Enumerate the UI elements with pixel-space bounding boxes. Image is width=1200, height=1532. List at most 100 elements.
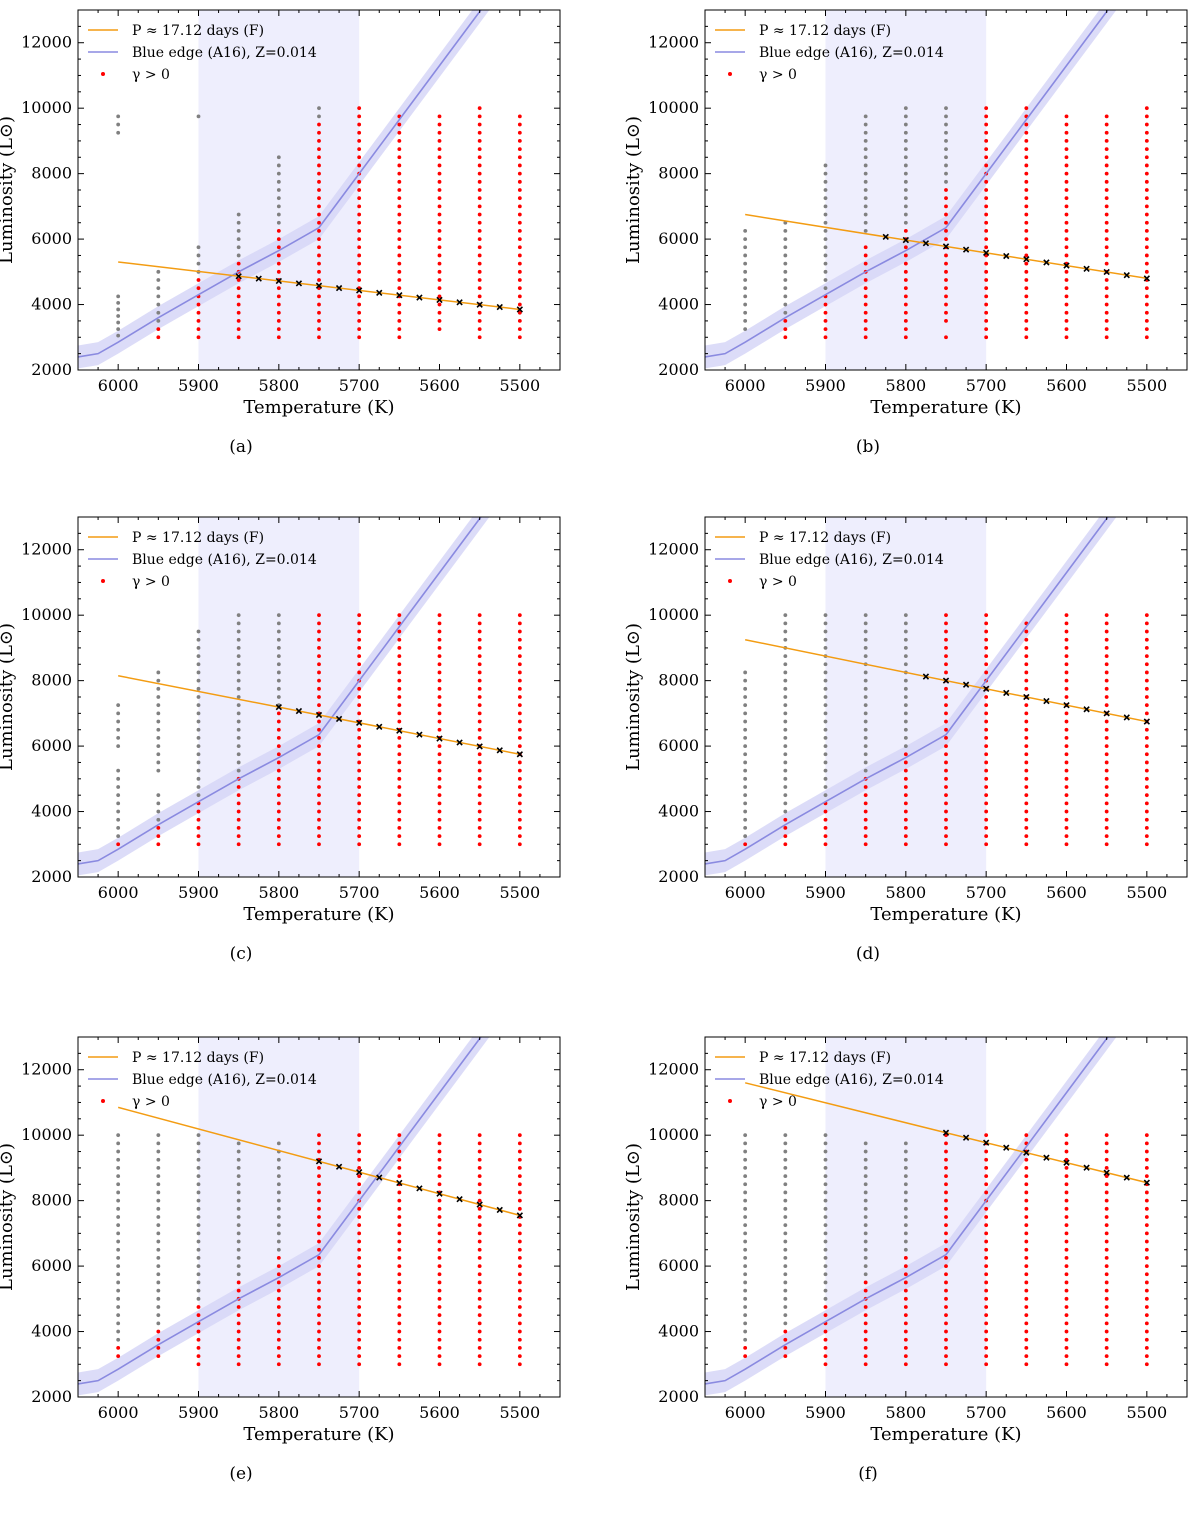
stable-model-point <box>783 1272 788 1277</box>
stable-model-point <box>823 171 828 176</box>
unstable-model-point <box>1064 613 1069 618</box>
stable-model-point <box>783 1206 788 1211</box>
unstable-model-point <box>1104 826 1109 830</box>
unstable-model-point <box>357 302 362 307</box>
stable-model-point <box>236 621 241 626</box>
stable-model-point <box>823 686 828 691</box>
unstable-model-point <box>863 1362 868 1367</box>
unstable-model-point <box>517 122 522 127</box>
unstable-model-point <box>944 662 948 667</box>
unstable-model-point <box>437 637 442 642</box>
unstable-model-point <box>1024 736 1029 740</box>
stable-model-point <box>116 301 121 305</box>
unstable-model-point <box>357 1305 362 1309</box>
unstable-model-point <box>276 1329 281 1334</box>
stable-model-point <box>863 670 868 675</box>
axis-ticks <box>704 1036 1188 1398</box>
unstable-model-point <box>944 727 948 732</box>
computed-model-cross <box>942 243 950 250</box>
unstable-model-point <box>276 269 281 274</box>
stable-model-point <box>743 1239 748 1244</box>
unstable-model-point <box>317 695 321 699</box>
unstable-model-point <box>196 1346 201 1350</box>
stable-model-point <box>116 1157 121 1162</box>
unstable-model-point <box>196 302 201 307</box>
unstable-model-point <box>984 736 989 740</box>
stable-model-point <box>156 1157 161 1162</box>
stable-model-point <box>863 686 868 691</box>
stable-model-point <box>116 1239 121 1244</box>
unstable-model-point <box>477 1313 482 1318</box>
stable-model-point <box>116 744 121 748</box>
computed-model-cross <box>356 287 363 294</box>
unstable-model-point <box>783 842 788 847</box>
unstable-model-point <box>1024 1354 1029 1358</box>
unstable-model-point <box>1104 1149 1109 1154</box>
stable-model-point <box>116 314 121 318</box>
unstable-model-point <box>1064 1329 1069 1334</box>
unstable-model-point <box>1064 171 1069 176</box>
unstable-model-point <box>517 1288 522 1293</box>
unstable-model-point <box>477 727 482 732</box>
unstable-model-point <box>357 670 362 675</box>
unstable-model-point <box>317 179 321 184</box>
unstable-model-point <box>863 801 868 806</box>
axis-ticks <box>77 1036 561 1398</box>
computed-model-cross <box>416 731 423 738</box>
unstable-model-point <box>477 1215 482 1219</box>
unstable-model-point <box>196 1362 201 1367</box>
unstable-model-point <box>1024 204 1029 209</box>
chart-panel: 6000 5900 5800 5700 5600 55002000400060008000… <box>623 9 1188 457</box>
unstable-model-point <box>1064 752 1069 757</box>
plot-area <box>78 517 523 877</box>
unstable-model-point <box>1024 1239 1029 1244</box>
unstable-model-point <box>276 793 281 798</box>
unstable-model-point <box>1024 834 1029 838</box>
unstable-model-point <box>984 826 989 830</box>
unstable-model-point <box>1024 1198 1029 1203</box>
legend-entry: Blue edge (A16), Z=0.014 <box>759 1072 944 1088</box>
unstable-model-point <box>397 1166 402 1170</box>
unstable-model-point <box>1144 1206 1149 1211</box>
unstable-model-point <box>1064 760 1069 765</box>
stable-model-point <box>783 768 788 773</box>
unstable-model-point <box>477 269 482 274</box>
stable-model-point <box>156 1313 161 1318</box>
unstable-model-point <box>1104 1296 1109 1301</box>
stable-model-point <box>823 212 828 217</box>
stable-model-point <box>863 1182 868 1187</box>
stable-model-point <box>156 286 161 291</box>
stable-model-point <box>196 261 201 266</box>
unstable-model-point <box>317 1215 321 1219</box>
stable-model-point <box>903 1239 908 1244</box>
unstable-model-point <box>517 302 522 307</box>
stable-model-point <box>863 1256 868 1260</box>
stable-model-point <box>743 793 748 798</box>
unstable-model-point <box>317 662 321 667</box>
stable-model-point <box>276 637 281 642</box>
computed-model-cross <box>335 1163 343 1170</box>
unstable-model-point <box>276 711 281 716</box>
stable-model-point <box>903 1231 908 1236</box>
computed-model-cross <box>882 233 889 241</box>
stable-model-point <box>863 695 868 699</box>
unstable-model-point <box>477 1280 482 1285</box>
unstable-model-point <box>517 294 522 299</box>
computed-model-cross <box>1083 1164 1090 1171</box>
unstable-model-point <box>823 809 828 814</box>
unstable-model-point <box>783 834 788 838</box>
unstable-model-point <box>944 1346 948 1350</box>
unstable-model-point <box>1024 130 1029 135</box>
unstable-model-point <box>1104 793 1109 798</box>
x-tick-label: 5500 <box>1126 376 1167 395</box>
x-tick-label: 6000 <box>98 883 139 902</box>
stable-model-point <box>783 613 788 618</box>
figure: 6000 5900 5800 5700 5600 5500 2000 4000 6000 8000… <box>0 9 1188 1484</box>
unstable-model-point <box>236 294 241 299</box>
unstable-model-point <box>1144 245 1149 250</box>
unstable-model-point <box>116 1354 121 1358</box>
unstable-model-point <box>397 122 402 127</box>
unstable-model-point <box>944 237 948 241</box>
unstable-model-point <box>437 662 442 667</box>
unstable-model-point <box>437 817 442 822</box>
